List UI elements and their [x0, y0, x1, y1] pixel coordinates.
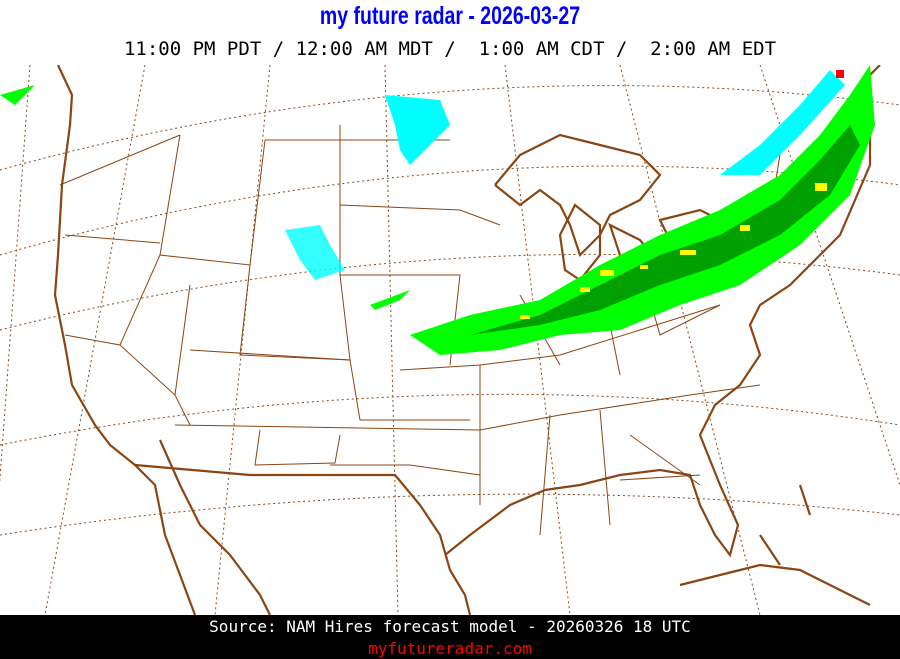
footer: Source: NAM Hires forecast model - 20260…: [0, 615, 900, 659]
site-link[interactable]: myfutureradar.com: [368, 639, 532, 658]
state-borders: [59, 125, 781, 536]
precip-moderate-band: [470, 125, 860, 335]
source-label: Source: NAM Hires forecast model - 20260…: [209, 617, 691, 636]
precip-heavy-cells: [520, 183, 827, 319]
snow-north-dakota: [385, 95, 450, 165]
page-title: my future radar - 2026-03-27: [319, 2, 581, 30]
precip-pacific-nw: [0, 85, 35, 105]
precip-kansas: [370, 290, 410, 310]
precipitation: [0, 65, 875, 355]
time-zones-label: 11:00 PM PDT / 12:00 AM MDT / 1:00 AM CD…: [123, 38, 777, 60]
snow-colorado: [285, 225, 345, 280]
precip-very-heavy-cell: [836, 70, 844, 78]
radar-map: [0, 65, 900, 615]
snow-northeast: [720, 70, 845, 175]
